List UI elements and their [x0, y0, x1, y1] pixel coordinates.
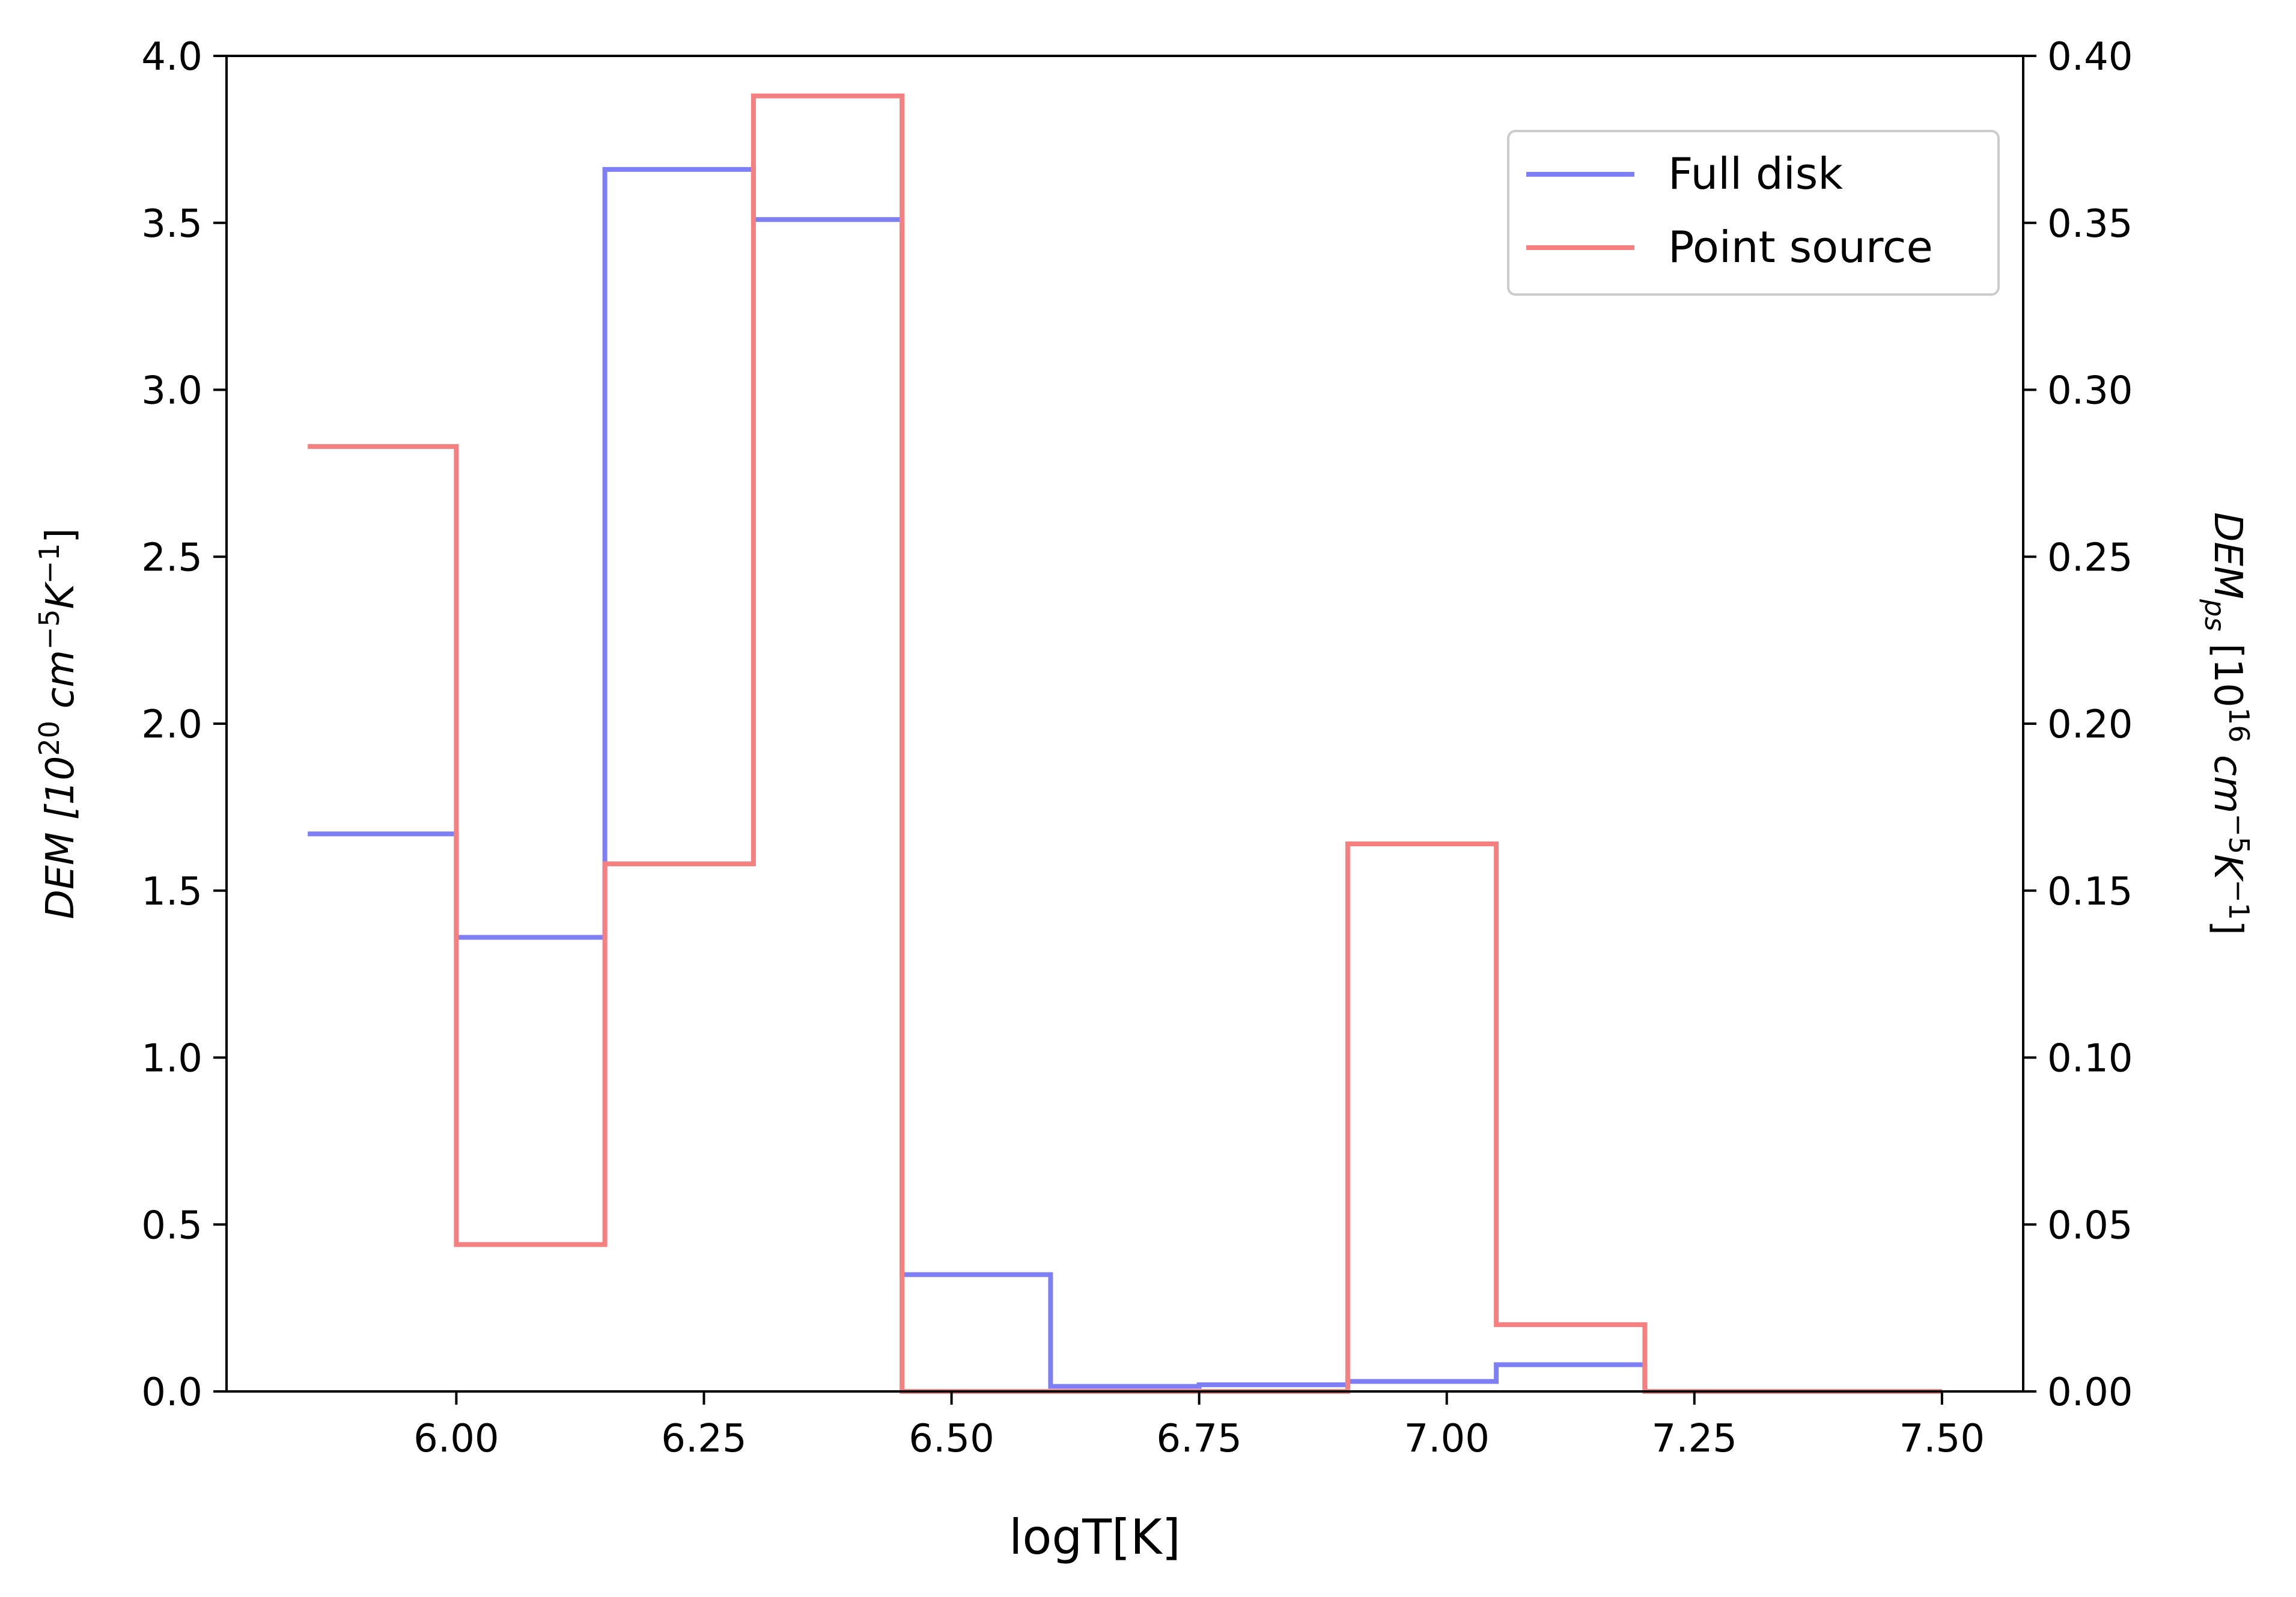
left-y-tick-label: 0.5: [141, 1203, 202, 1248]
left-y-tick-label: 1.5: [141, 870, 202, 914]
right-y-axis-label: DEMps [1016 cm−5K−1]: [2199, 512, 2255, 935]
right-y-axis-ticks: 0.00 0.05 0.10 0.15 0.20 0.25 0.30 0.35 0.40: [2023, 35, 2133, 1415]
x-tick-label: 7.25: [1652, 1417, 1738, 1461]
right-y-tick-label: 0.05: [2047, 1203, 2133, 1248]
left-y-axis-ticks: 0.0 0.5 1.0 1.5 2.0 2.5 3.0 3.5 4.0: [141, 35, 227, 1415]
legend-label-full-disk: Full disk: [1668, 148, 1843, 199]
x-tick-label: 7.50: [1899, 1417, 1985, 1461]
right-y-tick-label: 0.30: [2047, 369, 2133, 414]
right-y-tick-label: 0.40: [2047, 35, 2133, 79]
left-y-tick-label: 3.0: [141, 369, 202, 414]
legend-label-point-source: Point source: [1668, 222, 1933, 272]
right-y-tick-label: 0.15: [2047, 870, 2133, 914]
x-tick-label: 6.50: [909, 1417, 994, 1461]
x-axis-ticks: 6.00 6.25 6.50 6.75 7.00 7.25 7.50: [413, 1391, 1985, 1461]
left-y-tick-label: 2.0: [141, 703, 202, 747]
right-y-tick-label: 0.35: [2047, 202, 2133, 246]
left-y-tick-label: 4.0: [141, 35, 202, 79]
left-y-tick-label: 0.0: [141, 1370, 202, 1415]
right-y-tick-label: 0.10: [2047, 1037, 2133, 1081]
left-y-tick-label: 1.0: [141, 1037, 202, 1081]
left-y-tick-label: 2.5: [141, 536, 202, 580]
x-axis-label: logT[K]: [1009, 1509, 1181, 1565]
right-y-tick-label: 0.20: [2047, 703, 2133, 747]
right-y-tick-label: 0.00: [2047, 1370, 2133, 1415]
left-y-axis-label: DEM [1020 cm−5K−1]: [33, 528, 83, 920]
left-y-tick-label: 3.5: [141, 202, 202, 246]
x-tick-label: 7.00: [1404, 1417, 1490, 1461]
x-tick-label: 6.75: [1156, 1417, 1242, 1461]
x-tick-label: 6.00: [413, 1417, 499, 1461]
series-line-full-disk: [308, 166, 1942, 1394]
right-y-tick-label: 0.25: [2047, 536, 2133, 580]
legend: Full disk Point source: [1507, 130, 2000, 296]
x-tick-label: 6.25: [661, 1417, 747, 1461]
